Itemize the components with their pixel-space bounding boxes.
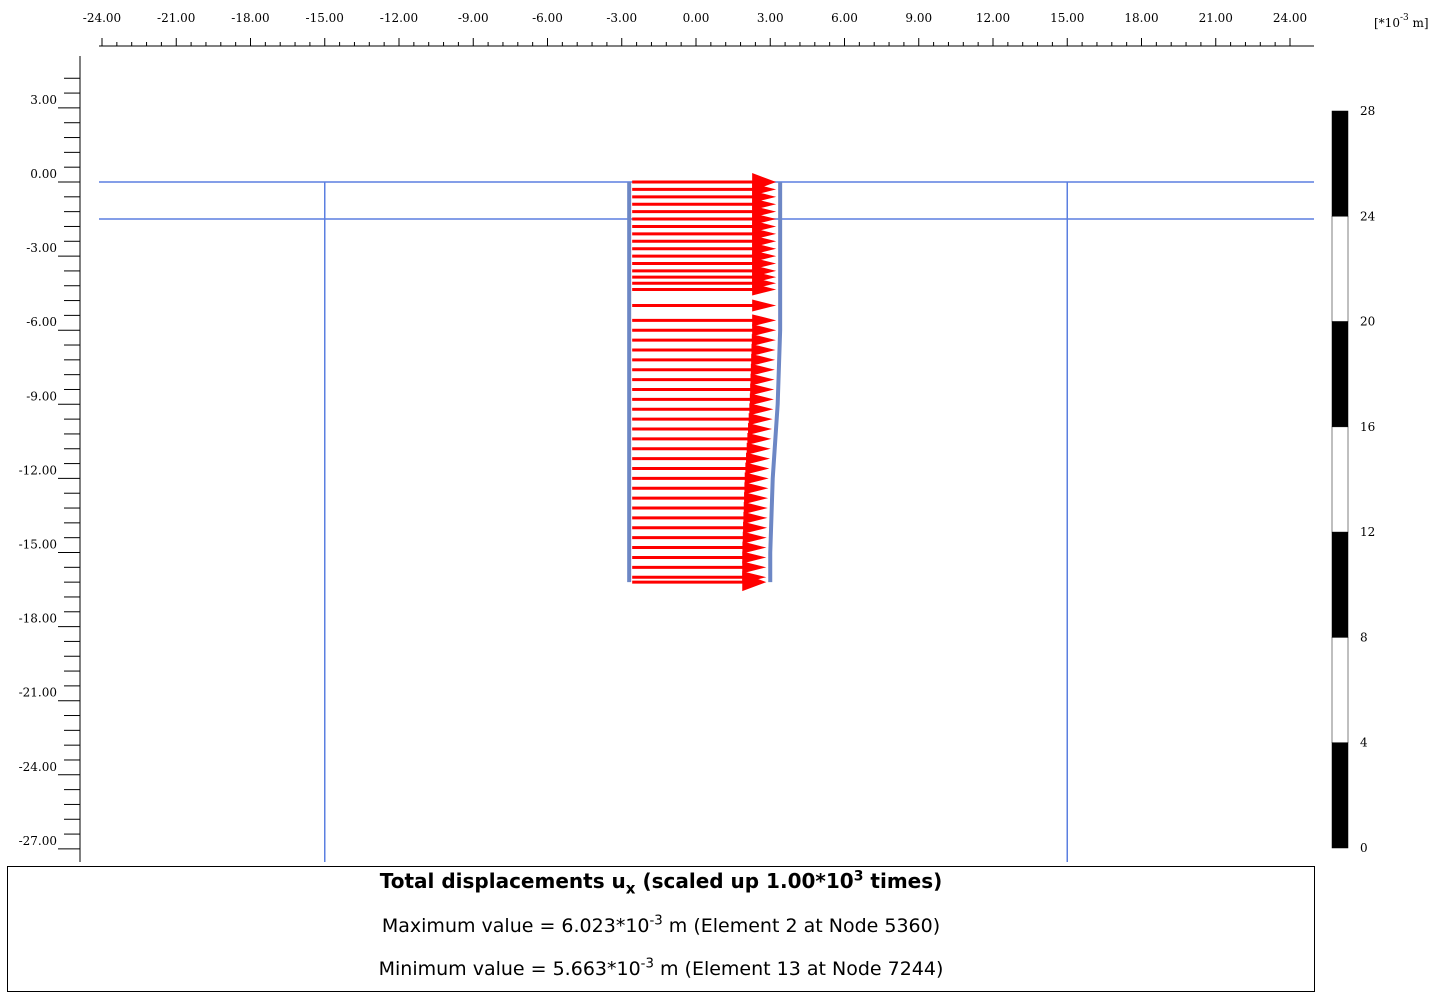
displacement-arrow-head: [742, 531, 767, 544]
displacement-arrow-head: [743, 511, 768, 524]
y-tick-label: -9.00: [26, 389, 57, 403]
legend-tick-label: 20: [1360, 315, 1375, 329]
unit-label: [*10-3 m]: [1374, 13, 1429, 30]
displacement-arrow-head: [745, 462, 770, 475]
displacement-arrow-head: [751, 353, 776, 366]
legend-tick-label: 24: [1360, 209, 1376, 223]
legend-band: [1331, 426, 1349, 533]
y-tick-label: -6.00: [26, 315, 57, 329]
minimum-value-text: Minimum value = 5.663*10-3 m (Element 13…: [378, 956, 944, 980]
x-axis-ruler: -24.00 -21.00 -18.00 -15.00 -12.00 -9.00 -6.00…: [83, 11, 1314, 47]
y-tick-label: -27.00: [19, 834, 57, 848]
x-tick-label: -9.00: [458, 11, 489, 25]
legend-tick-label: 28: [1360, 104, 1375, 118]
x-tick-label: 12.00: [976, 11, 1010, 25]
displacement-arrow-head: [742, 551, 767, 564]
x-tick-label: -3.00: [606, 11, 637, 25]
displacement-arrow-head: [744, 492, 769, 505]
y-tick-label: -21.00: [19, 686, 57, 700]
x-tick-label: -15.00: [306, 11, 344, 25]
displacement-arrow-head: [746, 442, 771, 455]
x-tick-label: -18.00: [231, 11, 269, 25]
legend-tick-label: 0: [1360, 841, 1368, 855]
x-tick-label: -24.00: [83, 11, 121, 25]
legend-band: [1331, 637, 1349, 743]
color-legend-bar: 28 24 20 16 12 8 4 0: [1331, 104, 1376, 855]
displacement-arrow-head: [750, 363, 775, 376]
wall-deformed-shape: [768, 182, 783, 583]
displacement-arrow-head: [749, 393, 774, 406]
x-tick-label: 15.00: [1050, 11, 1084, 25]
displacement-arrow-head: [750, 373, 775, 386]
displacement-arrow-head: [742, 573, 767, 592]
displacement-arrow-head: [751, 343, 776, 356]
displacement-arrow-head: [744, 482, 769, 495]
legend-tick-label: 16: [1360, 420, 1375, 434]
displacement-arrows: [632, 173, 777, 592]
displacement-arrow-head: [751, 334, 776, 347]
displacement-arrow-head: [744, 472, 769, 485]
legend-band: [1331, 742, 1349, 849]
legend-tick-label: 12: [1360, 525, 1375, 539]
legend-band: [1331, 531, 1349, 638]
displacement-arrow-head: [742, 561, 767, 574]
x-tick-label: -12.00: [380, 11, 418, 25]
maximum-value-text: Maximum value = 6.023*10-3 m (Element 2 …: [381, 913, 941, 937]
x-tick-label: 9.00: [905, 11, 932, 25]
x-tick-label: 21.00: [1199, 11, 1233, 25]
displacement-arrow-head: [750, 383, 775, 396]
y-tick-label: 3.00: [30, 93, 57, 107]
legend-tick-label: 8: [1360, 630, 1368, 644]
x-tick-label: 6.00: [831, 11, 858, 25]
y-tick-label: -15.00: [19, 538, 57, 552]
x-tick-label: 0.00: [683, 11, 710, 25]
displacement-arrow-head: [752, 283, 777, 296]
displacement-arrow-head: [743, 521, 768, 534]
y-tick-label: -24.00: [19, 760, 57, 774]
x-tick-label: 24.00: [1273, 11, 1307, 25]
displacement-arrow-head: [752, 314, 777, 327]
legend-tick-label: 4: [1360, 736, 1368, 750]
y-tick-label: -18.00: [19, 612, 57, 626]
legend-band: [1331, 216, 1349, 322]
x-tick-label: -6.00: [532, 11, 563, 25]
displacement-arrow-head: [743, 502, 768, 515]
results-info-box: Total displacements ux (scaled up 1.00*1…: [7, 866, 1315, 992]
displacement-arrow-head: [747, 432, 772, 445]
displacement-arrow-head: [752, 299, 777, 312]
y-axis-ruler: 3.00 0.00 -3.00 -6.00 -9.00 -12.00 -15.00 -18.0…: [19, 56, 81, 862]
legend-band: [1331, 110, 1349, 217]
x-tick-label: 3.00: [757, 11, 784, 25]
x-tick-label: 18.00: [1124, 11, 1158, 25]
displacement-arrow-head: [748, 423, 773, 435]
y-tick-label: -12.00: [19, 463, 57, 477]
displacement-arrow-head: [748, 413, 773, 426]
displacement-arrow-head: [752, 324, 777, 337]
y-tick-label: -3.00: [26, 241, 57, 255]
displacement-arrow-head: [749, 403, 774, 416]
displacement-arrow-head: [742, 541, 767, 554]
x-tick-label: -21.00: [157, 11, 195, 25]
displacement-arrow-head: [746, 452, 771, 465]
legend-band: [1331, 321, 1349, 428]
y-tick-label: 0.00: [30, 167, 57, 181]
results-title: Total displacements ux (scaled up 1.00*1…: [379, 868, 943, 898]
